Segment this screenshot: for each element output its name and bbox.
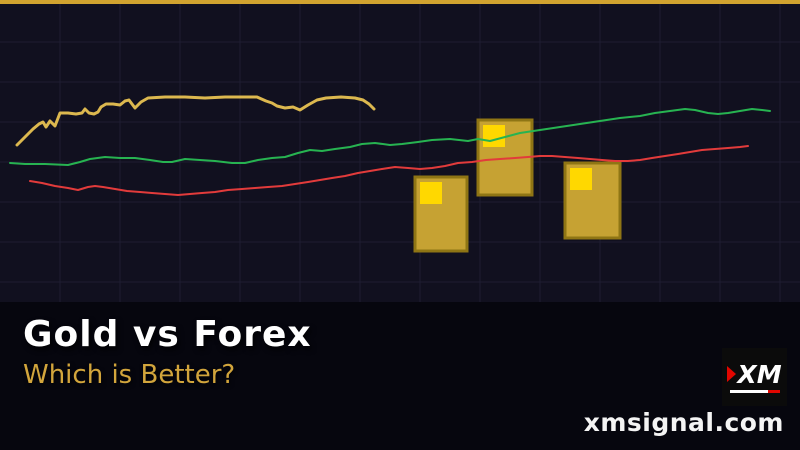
page-subtitle: Which is Better?: [23, 360, 236, 390]
bottom-banner: Gold vs Forex Which is Better? XM xmsign…: [0, 302, 800, 450]
top-accent-strip: [0, 0, 800, 4]
gold-bar-shine: [570, 168, 592, 190]
xm-logo: XM: [722, 348, 787, 406]
xm-play-triangle-icon: [727, 366, 737, 382]
xm-logo-underline: [729, 389, 780, 393]
price-chart: [0, 0, 800, 302]
price-line-green: [9, 108, 771, 166]
xm-logo-text: XM: [737, 359, 782, 389]
page-title: Gold vs Forex: [23, 314, 312, 355]
xm-logo-underline-red-tip: [767, 389, 780, 393]
website-url: xmsignal.com: [583, 408, 784, 437]
gold-bar-shine: [483, 125, 505, 147]
xm-logo-row: XM: [727, 359, 782, 389]
price-line-red: [29, 145, 749, 196]
gold-bar-shine: [420, 182, 442, 204]
chart-background: [0, 0, 800, 302]
price-line-gold: [15, 95, 376, 147]
